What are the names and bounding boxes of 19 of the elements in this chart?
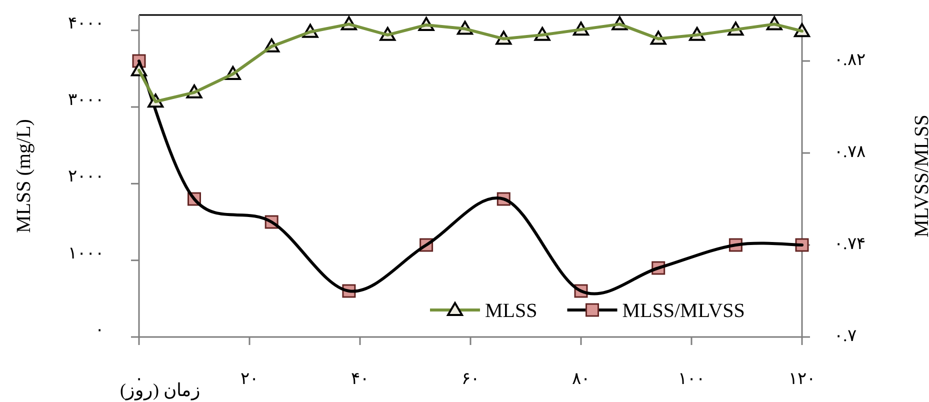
y2-tick-label: ۰.۷۸: [834, 142, 866, 161]
x-tick-label: ۸۰: [572, 369, 590, 388]
y2-axis-title: MLVSS/MLSS: [911, 114, 929, 238]
x-tick-label: ۴۰: [351, 369, 369, 388]
y2-tick-label: ۰.۸۲: [834, 50, 866, 69]
x-tick-label: ۲۰: [240, 369, 258, 388]
y-tick-label: ۲۰۰۰: [68, 166, 104, 186]
y-tick-label: ۳۰۰۰: [68, 90, 104, 109]
legend-label: MLSS: [485, 300, 538, 322]
x-tick-label: ۱۰۰: [678, 369, 705, 388]
y2-tick-label: ۰.۷: [834, 326, 856, 345]
y2-tick-label: ۰.۷۴: [834, 234, 866, 253]
y-axis-title: MLSS (mg/L): [13, 119, 35, 233]
y-tick-label: ۱۰۰۰: [68, 243, 104, 262]
y-tick-label: ۴۰۰۰: [68, 13, 104, 32]
x-tick-label: ۱۲۰: [788, 369, 816, 388]
legend-label: MLSS/MLVSS: [622, 300, 745, 322]
x-tick-label: ۶۰: [462, 369, 480, 388]
y-tick-label: ۰: [95, 320, 104, 339]
